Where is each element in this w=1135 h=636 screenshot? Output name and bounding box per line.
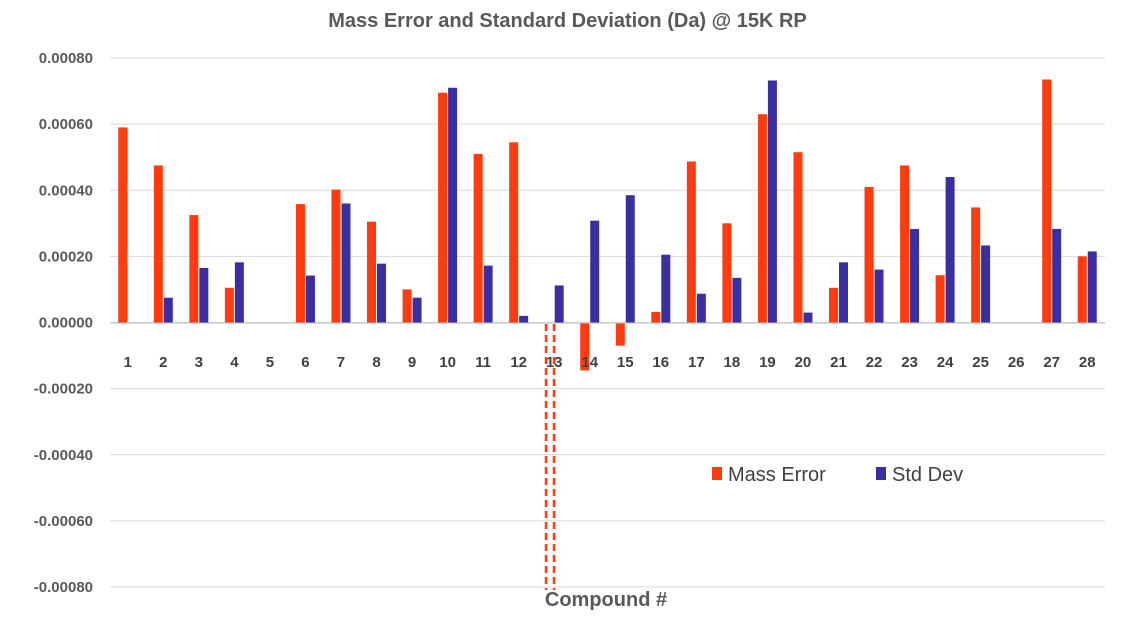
x-category-label: 28 xyxy=(1079,354,1096,371)
mass-error-bar xyxy=(1077,256,1087,323)
legend-swatch-mass-error xyxy=(712,467,722,480)
mass-error-bar xyxy=(438,92,448,323)
y-axis-ticks: 0.00080 0.00060 0.00040 0.00020 0.00000 -0.00… xyxy=(34,50,93,596)
std-dev-bar xyxy=(874,269,884,323)
y-tick-label: 0.00020 xyxy=(39,248,93,265)
x-category-label: 22 xyxy=(866,354,883,371)
std-dev-bar xyxy=(483,265,493,323)
x-category-label: 17 xyxy=(688,354,705,371)
x-category-label: 23 xyxy=(901,354,918,371)
x-category-label: 24 xyxy=(937,354,954,371)
x-category-label: 20 xyxy=(795,354,812,371)
std-dev-bar xyxy=(981,245,991,323)
legend-label-std-dev: Std Dev xyxy=(892,464,963,486)
std-dev-bar xyxy=(412,297,422,323)
std-dev-bar xyxy=(590,220,600,323)
mass-error-bar xyxy=(935,275,945,323)
y-tick-label: 0.00040 xyxy=(39,182,93,199)
std-dev-bar xyxy=(945,177,955,323)
mass-error-bar xyxy=(580,322,590,371)
x-category-label: 26 xyxy=(1008,354,1025,371)
mass-error-bar xyxy=(153,165,163,323)
x-category-label: 11 xyxy=(475,354,491,371)
std-dev-bar xyxy=(199,267,209,323)
mass-error-bar xyxy=(864,186,874,323)
std-dev-bar xyxy=(910,228,920,323)
std-dev-bar xyxy=(1087,251,1097,323)
legend: Mass Error Std Dev xyxy=(712,464,963,486)
mass-error-bar xyxy=(473,153,483,323)
mass-error-bar xyxy=(118,127,128,323)
mass-error-bar xyxy=(189,215,199,323)
std-dev-bar xyxy=(448,87,458,323)
std-dev-bar xyxy=(519,315,529,323)
std-dev-bar xyxy=(377,263,387,323)
mass-error-bar xyxy=(509,142,519,323)
std-dev-bar xyxy=(625,195,635,323)
x-category-label: 27 xyxy=(1043,354,1060,371)
mass-error-bar xyxy=(367,221,377,323)
x-category-label: 1 xyxy=(124,354,132,371)
std-dev-bar xyxy=(163,297,173,323)
mass-error-bar xyxy=(828,287,838,323)
mass-error-bar xyxy=(757,114,767,323)
x-category-label: 10 xyxy=(439,354,456,371)
std-dev-bar xyxy=(696,293,706,323)
mass-error-bar xyxy=(971,207,981,323)
x-category-label: 19 xyxy=(759,354,776,371)
x-category-label: 12 xyxy=(510,354,527,371)
mass-error-bar xyxy=(615,322,625,346)
x-category-label: 25 xyxy=(972,354,989,371)
mass-error-bar xyxy=(900,165,910,323)
x-category-label: 3 xyxy=(195,354,203,371)
mass-error-bar xyxy=(1042,79,1052,323)
std-dev-bar xyxy=(732,277,742,323)
mass-error-bar xyxy=(651,311,661,323)
std-dev-bar xyxy=(341,203,351,323)
chart-title: Mass Error and Standard Deviation (Da) @… xyxy=(328,10,807,32)
mass-error-bar xyxy=(793,152,803,323)
x-category-label: 16 xyxy=(652,354,669,371)
dashed-annotation-marker xyxy=(544,324,556,590)
x-category-label: 18 xyxy=(724,354,741,371)
mass-error-bar xyxy=(722,223,732,323)
mass-error-bar xyxy=(331,189,341,323)
legend-swatch-std-dev xyxy=(876,467,886,480)
std-dev-bar xyxy=(1052,228,1062,323)
mass-error-bar xyxy=(686,161,696,323)
std-dev-bar xyxy=(234,262,244,323)
std-dev-bar xyxy=(767,80,777,323)
bars xyxy=(118,79,1097,371)
y-tick-label: 0.00060 xyxy=(39,116,93,133)
std-dev-bar xyxy=(838,262,848,323)
x-category-label: 4 xyxy=(230,354,239,371)
std-dev-bar xyxy=(803,312,813,323)
y-tick-label: -0.00060 xyxy=(34,513,93,530)
x-category-label: 9 xyxy=(408,354,416,371)
x-category-label: 5 xyxy=(266,354,274,371)
x-category-label: 8 xyxy=(372,354,380,371)
mass-error-bar xyxy=(295,204,305,323)
y-tick-label: 0.00000 xyxy=(39,315,93,332)
x-category-label: 7 xyxy=(337,354,345,371)
x-category-label: 21 xyxy=(830,354,847,371)
legend-label-mass-error: Mass Error xyxy=(728,464,826,486)
mass-error-bar xyxy=(224,287,234,323)
x-category-label: 15 xyxy=(617,354,634,371)
std-dev-bar xyxy=(305,275,315,323)
x-category-label: 2 xyxy=(159,354,167,371)
std-dev-bar xyxy=(661,254,671,323)
y-tick-label: -0.00040 xyxy=(34,447,93,464)
mass-error-bar xyxy=(402,289,412,323)
y-tick-label: -0.00080 xyxy=(34,579,93,596)
x-axis-label: Compound # xyxy=(545,589,667,611)
x-axis-categories: 1234567891011121314151617181920212223242… xyxy=(124,354,1096,371)
x-category-label: 14 xyxy=(581,354,598,371)
std-dev-bar xyxy=(554,285,564,323)
y-tick-label: -0.00020 xyxy=(34,381,93,398)
x-category-label: 6 xyxy=(301,354,309,371)
y-tick-label: 0.00080 xyxy=(39,50,93,67)
